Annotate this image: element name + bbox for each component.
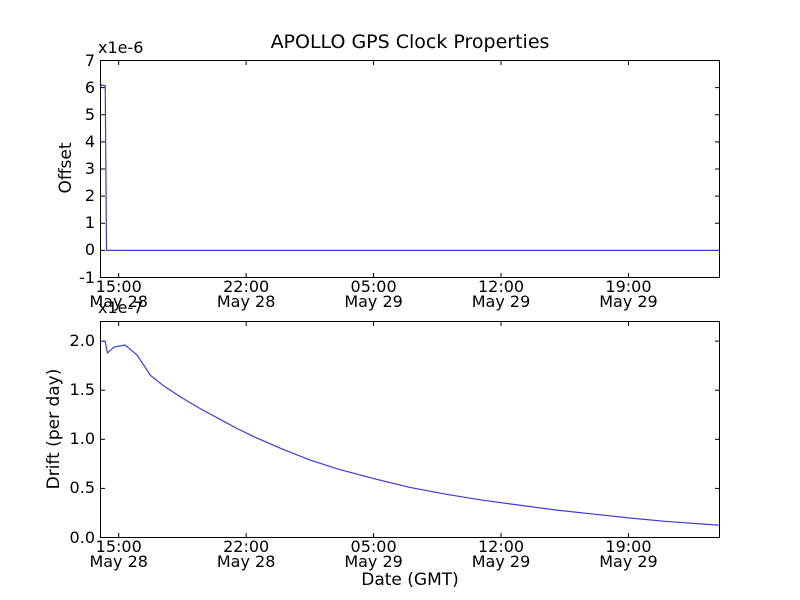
x-tick-label: 12:00 May 29: [453, 277, 549, 311]
y-tick-label: 0.0: [69, 527, 95, 547]
x-tick-date: May 29: [599, 552, 658, 571]
y-tick-label: 1.0: [69, 429, 95, 449]
x-tick-time: 19:00: [605, 277, 652, 296]
x-tick-time: 15:00: [95, 537, 142, 556]
x-tick-time: 12:00: [477, 537, 525, 556]
drift-plot-area: [100, 321, 720, 538]
x-tick-date: May 29: [471, 292, 531, 311]
offset-plot-area: [99, 60, 720, 278]
y-tick-label: 0: [84, 240, 95, 260]
drift-series-line: [100, 340, 720, 526]
y-tick-label: 2: [84, 186, 95, 206]
x-tick-date: May 28: [89, 552, 148, 571]
x-tick-label: 22:00 May 28: [198, 537, 294, 571]
y-tick-label: 5: [84, 104, 95, 124]
x-tick-time: 12:00: [477, 277, 525, 296]
y-tick-label: 3: [84, 159, 95, 178]
x-tick-label: 19:00 May 29: [580, 537, 676, 571]
x-tick-time: 05:00: [350, 277, 397, 296]
x-tick-label: 15:00 May 28: [71, 277, 167, 311]
drift-scale-label: x1e-7: [98, 298, 144, 317]
x-tick-label: 15:00 May 28: [71, 537, 167, 571]
x-tick-date: May 29: [344, 292, 403, 311]
offset-series-line: [99, 84, 720, 251]
y-tick-label: 1: [84, 213, 95, 233]
figure-title: APOLLO GPS Clock Properties: [270, 31, 550, 53]
x-tick-date: May 28: [89, 292, 148, 311]
y-tick-label: 1.5: [69, 380, 95, 400]
x-tick-label: 12:00 May 29: [453, 537, 549, 571]
y-tick-label: 0.5: [69, 478, 95, 498]
x-tick-time: 22:00: [223, 537, 270, 556]
x-tick-time: 15:00: [95, 277, 142, 296]
x-tick-label: 22:00 May 28: [198, 277, 294, 311]
y-tick-label: 2.0: [69, 331, 95, 351]
y-tick-label: -1: [79, 267, 95, 287]
x-tick-time: 19:00: [605, 537, 652, 556]
y-tick-label: 7: [84, 50, 95, 70]
x-tick-date: May 28: [216, 292, 276, 311]
offset-scale-label: x1e-6: [98, 38, 144, 57]
x-tick-label: 19:00 May 29: [580, 277, 676, 311]
x-tick-time: 22:00: [223, 277, 270, 296]
x-tick-date: May 29: [599, 292, 658, 311]
axes-frame: [100, 60, 720, 278]
x-tick-label: 05:00 May 29: [326, 277, 422, 311]
x-tick-date: May 29: [344, 552, 403, 571]
x-tick-time: 05:00: [350, 537, 397, 556]
y-tick-label: 4: [84, 131, 95, 151]
x-tick-date: May 29: [471, 552, 531, 571]
x-tick-label: 05:00 May 29: [326, 537, 422, 571]
x-tick-date: May 28: [216, 552, 276, 571]
axes-frame: [100, 321, 720, 538]
y-tick-label: 6: [84, 77, 95, 97]
x-axis-label: Date (GMT): [361, 570, 459, 590]
